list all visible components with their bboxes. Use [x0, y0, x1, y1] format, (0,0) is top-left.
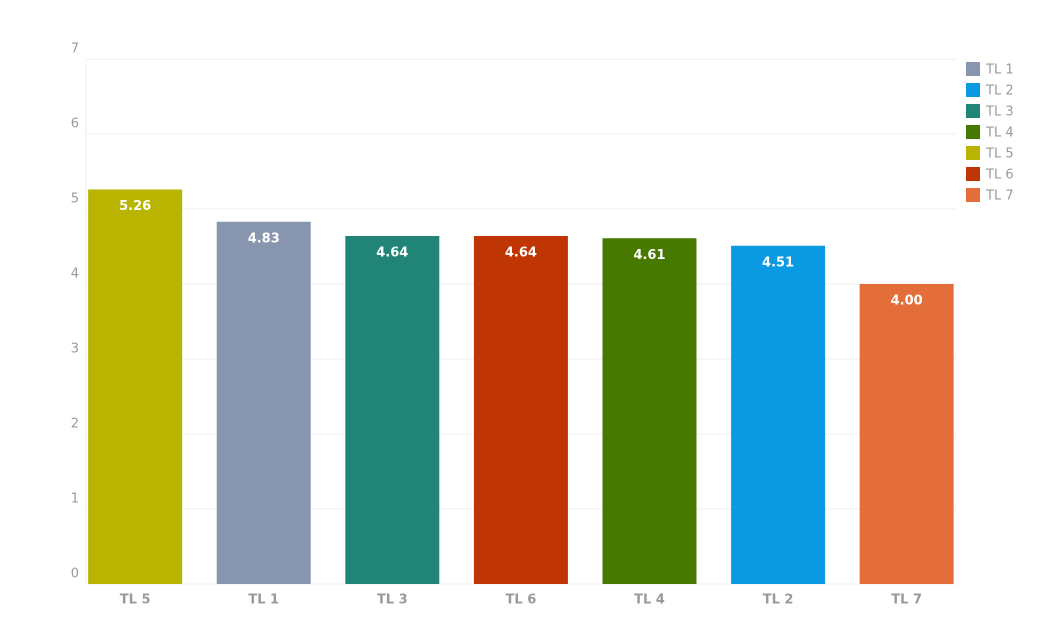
y-tick-label: 1	[71, 492, 79, 507]
y-tick-label: 2	[71, 417, 79, 432]
bar	[731, 245, 826, 584]
x-tick-label: TL 2	[763, 593, 794, 608]
y-tick-label: 7	[71, 42, 79, 57]
legend-swatch	[966, 146, 980, 160]
legend-label: TL 6	[985, 168, 1014, 183]
value-label: 5.26	[119, 199, 151, 214]
value-label: 4.64	[505, 246, 537, 261]
value-label: 4.51	[762, 255, 794, 270]
bar	[859, 284, 954, 584]
legend-swatch	[966, 188, 980, 202]
x-tick-label: TL 4	[634, 593, 665, 608]
value-label: 4.83	[248, 231, 280, 246]
x-tick-label: TL 3	[377, 593, 408, 608]
value-label: 4.61	[633, 248, 665, 263]
legend-swatch	[966, 104, 980, 118]
legend-swatch	[966, 83, 980, 97]
bar	[216, 221, 311, 584]
legend-label: TL 4	[985, 126, 1014, 141]
legend-swatch	[966, 125, 980, 139]
bar	[345, 236, 440, 584]
legend-label: TL 5	[985, 147, 1014, 162]
y-tick-label: 5	[71, 192, 79, 207]
value-label: 4.00	[891, 294, 923, 309]
x-tick-label: TL 1	[248, 593, 279, 608]
legend-swatch	[966, 62, 980, 76]
legend-label: TL 7	[985, 189, 1014, 204]
legend-label: TL 3	[985, 105, 1014, 120]
bar	[88, 189, 183, 584]
x-tick-label: TL 7	[891, 593, 922, 608]
legend-swatch	[966, 167, 980, 181]
y-tick-label: 0	[71, 567, 79, 582]
x-tick-label: TL 6	[506, 593, 537, 608]
legend-label: TL 2	[985, 84, 1014, 99]
bar	[602, 238, 697, 584]
bar	[473, 236, 568, 584]
legend-label: TL 1	[985, 63, 1014, 78]
y-tick-label: 3	[71, 342, 79, 357]
x-tick-label: TL 5	[120, 593, 151, 608]
y-tick-label: 6	[71, 117, 79, 132]
y-tick-label: 4	[71, 267, 79, 282]
value-label: 4.64	[376, 246, 408, 261]
